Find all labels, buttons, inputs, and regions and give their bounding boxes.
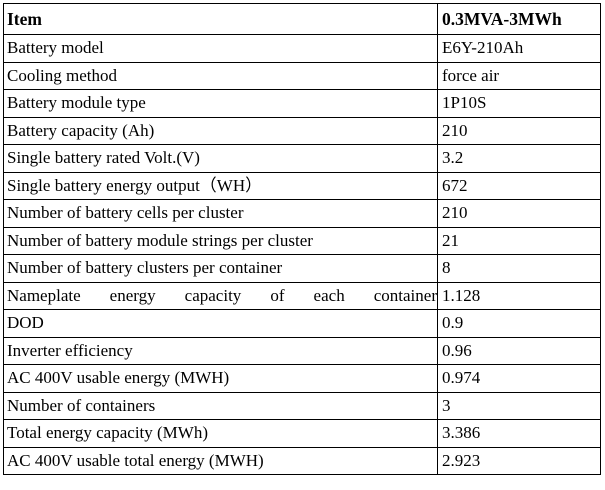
row-label: Number of containers (3, 391, 438, 420)
specification-table: Item 0.3MVA-3MWh Battery model E6Y-210Ah… (3, 3, 601, 475)
table-row: AC 400V usable total energy (MWH) 2.923 (3, 446, 601, 475)
row-value: 672 (437, 171, 601, 200)
row-label: Nameplate energy capacity of each contai… (3, 281, 438, 310)
table-row: Battery module type 1P10S (3, 89, 601, 118)
table-row: AC 400V usable energy (MWH) 0.974 (3, 364, 601, 393)
table-row: Number of containers 3 (3, 391, 601, 420)
row-label: Cooling method (3, 61, 438, 90)
row-value: force air (437, 61, 601, 90)
row-value: 0.96 (437, 336, 601, 365)
table-row: DOD 0.9 (3, 309, 601, 338)
row-value: 21 (437, 226, 601, 255)
header-item-cell: Item (3, 3, 438, 35)
table-row: Number of battery clusters per container… (3, 254, 601, 283)
row-label: Inverter efficiency (3, 336, 438, 365)
table-row: Battery model E6Y-210Ah (3, 34, 601, 63)
row-value: 3 (437, 391, 601, 420)
row-label: Single battery energy output（WH） (3, 171, 438, 200)
table-row: Number of battery cells per cluster 210 (3, 199, 601, 228)
table-row: Number of battery module strings per clu… (3, 226, 601, 255)
row-value: 3.386 (437, 419, 601, 448)
row-label: Battery model (3, 34, 438, 63)
table-header-row: Item 0.3MVA-3MWh (3, 3, 601, 35)
table-row: Inverter efficiency 0.96 (3, 336, 601, 365)
table-row: Single battery energy output（WH） 672 (3, 171, 601, 200)
row-value: 2.923 (437, 446, 601, 475)
row-value: 0.974 (437, 364, 601, 393)
row-value: 0.9 (437, 309, 601, 338)
row-value: 1.128 (437, 281, 601, 310)
table-row: Battery capacity (Ah) 210 (3, 116, 601, 145)
row-label: AC 400V usable total energy (MWH) (3, 446, 438, 475)
row-label: Single battery rated Volt.(V) (3, 144, 438, 173)
row-label: Number of battery cells per cluster (3, 199, 438, 228)
row-value: 210 (437, 199, 601, 228)
row-label: Battery capacity (Ah) (3, 116, 438, 145)
row-label: DOD (3, 309, 438, 338)
header-value-cell: 0.3MVA-3MWh (437, 3, 601, 35)
table-row: Nameplate energy capacity of each contai… (3, 281, 601, 310)
row-value: 3.2 (437, 144, 601, 173)
row-label: Battery module type (3, 89, 438, 118)
row-value: 8 (437, 254, 601, 283)
table-row: Total energy capacity (MWh) 3.386 (3, 419, 601, 448)
row-label: Number of battery clusters per container (3, 254, 438, 283)
table-row: Single battery rated Volt.(V) 3.2 (3, 144, 601, 173)
row-value: 210 (437, 116, 601, 145)
row-value: 1P10S (437, 89, 601, 118)
row-label: AC 400V usable energy (MWH) (3, 364, 438, 393)
row-label: Total energy capacity (MWh) (3, 419, 438, 448)
row-value: E6Y-210Ah (437, 34, 601, 63)
table-row: Cooling method force air (3, 61, 601, 90)
row-label: Number of battery module strings per clu… (3, 226, 438, 255)
